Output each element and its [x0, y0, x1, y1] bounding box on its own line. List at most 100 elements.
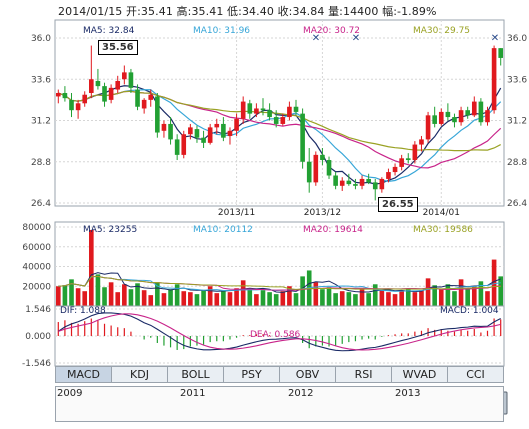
volume-tick: 20000 [22, 282, 51, 292]
candle-body [188, 127, 193, 135]
price-tick-right: 26.4 [507, 199, 527, 209]
tab-cci[interactable]: CCI [466, 368, 485, 381]
navigator-year-label: 2012 [288, 388, 314, 399]
tab-kdj[interactable]: KDJ [112, 367, 168, 382]
candle-body [458, 110, 464, 123]
candle-body [221, 123, 226, 138]
volume-bar [405, 288, 411, 306]
tab-obv[interactable]: OBV [280, 367, 336, 382]
candle-body [465, 110, 470, 116]
tab-boll[interactable]: BOLL [168, 367, 224, 382]
candle-body [155, 96, 160, 133]
volume-bar [293, 293, 299, 306]
volume-bar [141, 290, 147, 306]
volume-bar [452, 291, 457, 306]
candle-body [485, 110, 490, 123]
volume-bar [194, 294, 200, 306]
volume-bar [273, 294, 279, 306]
volume-bar [128, 289, 134, 306]
candle-body [478, 101, 484, 123]
price-ma10-legend: MA10: 31.96 [193, 26, 251, 36]
price-tick-left: 28.8 [31, 158, 51, 168]
zoom-marker-icon: ✕ [352, 33, 360, 44]
volume-bar [359, 289, 365, 306]
macd-dif-legend: DIF: 1.088 [60, 306, 106, 316]
volume-bar [445, 284, 451, 306]
candle-body [128, 72, 134, 88]
candle-body [174, 139, 180, 155]
volume-ma30-legend: MA30: 19586 [413, 225, 473, 235]
candle-body [181, 134, 187, 155]
date-tick-label: 2013/11 [218, 208, 255, 218]
price-ma5-legend: MA5: 32.84 [83, 26, 135, 36]
volume-bar [62, 285, 68, 306]
candle-body [194, 129, 200, 138]
price-ma10-line [58, 89, 502, 182]
candle-body [452, 117, 457, 123]
volume-bar [320, 289, 325, 306]
macd-value-legend: MACD: 1.004 [440, 306, 499, 316]
volume-tick: 80000 [22, 223, 51, 233]
price-tick-right: 36.0 [507, 34, 527, 44]
candle-body [372, 182, 378, 190]
price-ma30-line [58, 90, 501, 152]
close-value: 34.84 [292, 5, 325, 18]
volume-bar [148, 295, 154, 306]
volume-ma20-legend: MA20: 19614 [303, 225, 363, 235]
volume-bar [95, 274, 101, 306]
candle-body [359, 178, 365, 186]
volume-bar [326, 287, 332, 306]
low-label: 低: [227, 5, 242, 18]
volume-bar [234, 288, 239, 306]
zoom-marker-icon: ✕ [491, 33, 499, 44]
candle-body [366, 178, 371, 183]
open-value: 35.41 [140, 5, 173, 18]
candle-body [168, 123, 173, 140]
high-label: 高: [176, 5, 192, 18]
volume-ma5-legend: MA5: 23255 [83, 225, 138, 235]
change-label: 幅: [382, 5, 397, 18]
volume-bar [89, 229, 94, 306]
tab-macd[interactable]: MACD [56, 367, 112, 382]
volume-bar [438, 289, 444, 306]
macd-dea-legend: DEA: 0.586 [250, 330, 301, 340]
tab-rsi[interactable]: RSI [336, 367, 392, 382]
volume-bar [425, 278, 431, 306]
candle-body [214, 123, 220, 128]
volume-bar [122, 284, 127, 306]
candle-body [399, 158, 404, 167]
volume-value: 14400 [342, 5, 379, 18]
volume-bar [247, 289, 253, 306]
candle-body [89, 79, 94, 93]
volume-bar [227, 292, 233, 306]
volume-bar [419, 290, 424, 306]
candle-body [491, 48, 497, 111]
candle-body [498, 48, 504, 58]
candle-body [425, 115, 431, 140]
tab-wvad[interactable]: WVAD [392, 367, 448, 382]
volume-bar [498, 276, 504, 306]
volume-bar [465, 289, 470, 306]
volume-bar [432, 285, 437, 306]
volume-bar [346, 292, 352, 306]
candle-body [353, 184, 358, 186]
price-tick-left: 26.4 [31, 199, 51, 209]
candle-body [287, 106, 292, 118]
candle-body [227, 130, 233, 136]
candle-body [75, 103, 81, 111]
candle-body [339, 180, 345, 186]
high-value: 35.41 [191, 5, 224, 18]
candle-body [273, 117, 279, 124]
navigator-year-label: 2011 [180, 388, 206, 399]
tab-psy[interactable]: PSY [224, 367, 280, 382]
candle-body [122, 72, 127, 80]
range-navigator[interactable] [55, 386, 504, 422]
candle-body [313, 154, 319, 183]
volume-bar [214, 293, 220, 306]
candle-body [240, 101, 246, 119]
volume-tick: 60000 [22, 243, 51, 253]
candle-body [445, 111, 451, 118]
price-tick-right: 28.8 [507, 158, 527, 168]
candle-body [438, 111, 444, 124]
